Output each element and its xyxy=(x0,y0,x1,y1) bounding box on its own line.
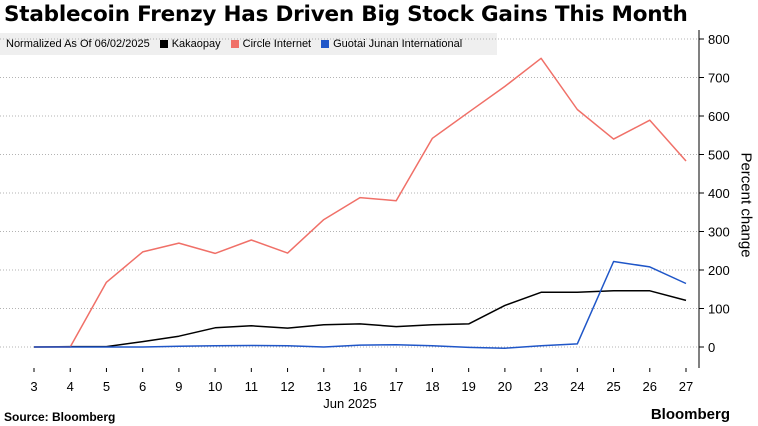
x-tick-label: 18 xyxy=(425,379,439,394)
x-tick-label: 12 xyxy=(280,379,294,394)
y-tick-label: 200 xyxy=(708,263,730,278)
y-tick-label: 600 xyxy=(708,109,730,124)
x-tick-label: 11 xyxy=(245,379,259,394)
y-tick-label: 100 xyxy=(708,302,730,317)
y-axis-label: Percent change xyxy=(737,152,755,258)
x-tick-label: 27 xyxy=(679,379,693,394)
y-tick-label: 400 xyxy=(708,186,730,201)
x-axis-label: Jun 2025 xyxy=(323,396,377,411)
series-line-guotai-junan-international xyxy=(34,260,687,349)
legend-item-guotai: Guotai Junan International xyxy=(321,38,462,50)
axes: 0 100 200 300 400 500 600 700 800 3 4 5 6 9 10 11 12 13 16… xyxy=(30,30,730,411)
x-tick-label: 25 xyxy=(606,379,620,394)
legend-note-label: Normalized As Of 06/02/2025 xyxy=(6,38,150,50)
source-note: Source: Bloomberg xyxy=(4,410,116,424)
y-tick-label: 500 xyxy=(708,148,730,163)
legend-label-kakaopay: Kakaopay xyxy=(171,38,221,50)
x-tick-label: 5 xyxy=(103,379,110,394)
x-tick-label: 4 xyxy=(67,379,74,394)
y-tick-label: 300 xyxy=(708,225,730,240)
x-tick-label: 23 xyxy=(534,379,548,394)
x-tick-label: 13 xyxy=(317,379,331,394)
legend: Normalized As Of 06/02/2025 Kakaopay Cir… xyxy=(0,33,497,55)
x-tick-label: 9 xyxy=(175,379,182,394)
legend-label-guotai: Guotai Junan International xyxy=(333,38,463,50)
x-tick-label: 16 xyxy=(353,379,367,394)
legend-item-kakaopay: Kakaopay xyxy=(159,38,221,50)
chart-title: Stablecoin Frenzy Has Driven Big Stock G… xyxy=(4,2,688,27)
x-tick-label: 10 xyxy=(208,379,222,394)
x-tick-label: 19 xyxy=(461,379,475,394)
x-tick-label: 24 xyxy=(570,379,584,394)
brand-logo: Bloomberg xyxy=(650,406,730,423)
legend-label-circle: Circle Internet xyxy=(242,38,312,50)
x-tick-label: 6 xyxy=(139,379,146,394)
legend-swatch-kakaopay xyxy=(159,40,168,48)
x-tick-label: 20 xyxy=(498,379,512,394)
y-tick-label: 0 xyxy=(708,340,715,355)
legend-note: Normalized As Of 06/02/2025 xyxy=(6,38,150,50)
y-tick-label: 700 xyxy=(708,71,730,86)
gridlines xyxy=(0,38,699,348)
legend-swatch-circle xyxy=(230,40,239,48)
x-tick-label: 17 xyxy=(389,379,403,394)
x-tick-label: 26 xyxy=(643,379,657,394)
series-lines xyxy=(33,57,687,349)
series-line-circle-internet xyxy=(34,57,687,348)
legend-item-circle: Circle Internet xyxy=(230,38,312,50)
y-tick-label: 800 xyxy=(708,32,730,47)
legend-swatch-guotai xyxy=(321,40,330,48)
x-tick-label: 3 xyxy=(30,379,37,394)
series-line-kakaopay xyxy=(33,290,687,348)
